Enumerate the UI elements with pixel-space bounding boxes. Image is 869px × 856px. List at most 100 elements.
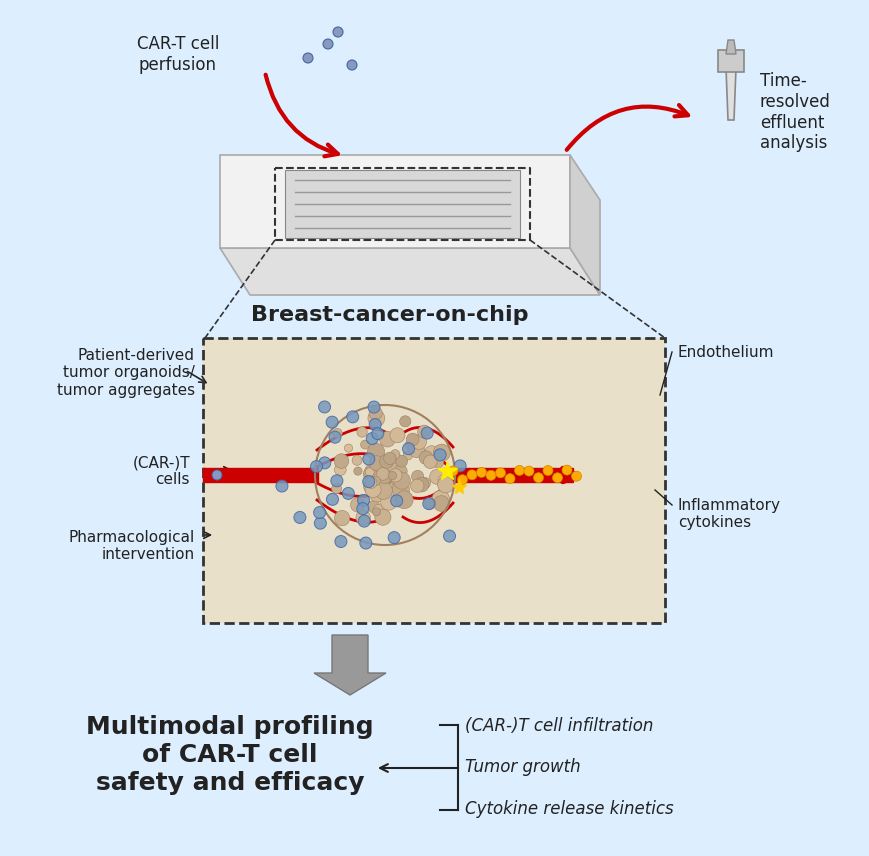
Text: Inflammatory
cytokines: Inflammatory cytokines — [677, 498, 780, 531]
Circle shape — [379, 431, 395, 447]
Circle shape — [410, 479, 423, 492]
Polygon shape — [725, 40, 735, 54]
Circle shape — [514, 466, 524, 475]
Circle shape — [334, 454, 348, 468]
Polygon shape — [220, 155, 569, 248]
Circle shape — [419, 451, 433, 465]
Text: Tumor growth: Tumor growth — [464, 758, 580, 776]
Circle shape — [347, 60, 356, 70]
Text: (CAR-)T
cells: (CAR-)T cells — [132, 455, 189, 487]
Circle shape — [332, 428, 342, 437]
Circle shape — [399, 416, 410, 427]
Circle shape — [358, 515, 370, 527]
Circle shape — [314, 507, 325, 519]
Circle shape — [375, 509, 390, 526]
Circle shape — [412, 446, 423, 457]
Circle shape — [476, 467, 486, 478]
Circle shape — [422, 497, 434, 509]
Circle shape — [552, 473, 562, 483]
Circle shape — [504, 473, 514, 484]
Circle shape — [372, 508, 380, 516]
Circle shape — [388, 472, 396, 480]
Circle shape — [344, 444, 352, 452]
Text: (CAR-)T cell infiltration: (CAR-)T cell infiltration — [464, 717, 653, 735]
Circle shape — [347, 411, 358, 423]
Circle shape — [275, 480, 288, 492]
Circle shape — [523, 466, 534, 476]
Circle shape — [371, 428, 383, 440]
Circle shape — [365, 467, 374, 477]
Circle shape — [365, 481, 381, 497]
Circle shape — [388, 532, 400, 544]
Circle shape — [392, 454, 401, 463]
Circle shape — [387, 458, 396, 468]
Circle shape — [326, 493, 338, 505]
Circle shape — [380, 465, 391, 476]
Circle shape — [328, 431, 341, 443]
Polygon shape — [725, 68, 735, 120]
Circle shape — [376, 512, 388, 523]
Circle shape — [411, 470, 423, 483]
Circle shape — [368, 401, 380, 413]
Circle shape — [429, 469, 444, 484]
Circle shape — [375, 482, 392, 499]
Polygon shape — [220, 248, 600, 295]
Circle shape — [380, 474, 391, 485]
Circle shape — [302, 53, 313, 63]
Circle shape — [467, 470, 476, 480]
Circle shape — [326, 416, 338, 428]
Circle shape — [368, 455, 384, 471]
Circle shape — [403, 451, 412, 460]
Circle shape — [368, 407, 381, 419]
Circle shape — [372, 464, 383, 475]
Circle shape — [433, 444, 450, 461]
Circle shape — [380, 455, 397, 473]
Circle shape — [395, 455, 407, 467]
Circle shape — [356, 427, 367, 437]
Circle shape — [386, 479, 395, 488]
Text: CAR-T cell
perfusion: CAR-T cell perfusion — [136, 35, 219, 74]
Circle shape — [318, 457, 330, 469]
Circle shape — [334, 510, 349, 526]
Circle shape — [360, 537, 371, 549]
Circle shape — [394, 465, 407, 478]
Circle shape — [310, 461, 322, 473]
Circle shape — [411, 435, 426, 449]
Circle shape — [391, 478, 400, 486]
Circle shape — [393, 473, 410, 490]
Bar — [202, 338, 664, 623]
Circle shape — [377, 470, 391, 484]
Text: Cytokine release kinetics: Cytokine release kinetics — [464, 800, 673, 818]
Text: Time-
resolved
effluent
analysis: Time- resolved effluent analysis — [760, 72, 830, 152]
Circle shape — [392, 481, 409, 498]
Circle shape — [377, 469, 391, 484]
Circle shape — [443, 530, 455, 542]
Text: Multimodal profiling
of CAR-T cell
safety and efficacy: Multimodal profiling of CAR-T cell safet… — [86, 715, 374, 794]
Circle shape — [367, 443, 384, 461]
Circle shape — [368, 501, 380, 513]
Circle shape — [533, 473, 543, 483]
Circle shape — [362, 476, 375, 488]
Circle shape — [448, 466, 457, 476]
Circle shape — [368, 410, 384, 426]
Circle shape — [431, 447, 445, 461]
Circle shape — [294, 511, 306, 524]
Circle shape — [363, 467, 377, 481]
Circle shape — [360, 440, 369, 449]
Polygon shape — [285, 170, 520, 238]
Circle shape — [372, 473, 389, 490]
Text: Endothelium: Endothelium — [677, 345, 773, 360]
Polygon shape — [569, 155, 600, 295]
Circle shape — [388, 468, 401, 482]
Circle shape — [405, 439, 416, 450]
Circle shape — [331, 484, 342, 494]
Circle shape — [342, 487, 354, 499]
Circle shape — [376, 467, 388, 480]
Circle shape — [403, 493, 412, 501]
Text: Breast-cancer-on-chip: Breast-cancer-on-chip — [251, 305, 528, 325]
Circle shape — [362, 453, 375, 465]
Circle shape — [419, 478, 430, 489]
Circle shape — [334, 464, 346, 476]
Circle shape — [373, 504, 382, 514]
Circle shape — [379, 455, 394, 468]
